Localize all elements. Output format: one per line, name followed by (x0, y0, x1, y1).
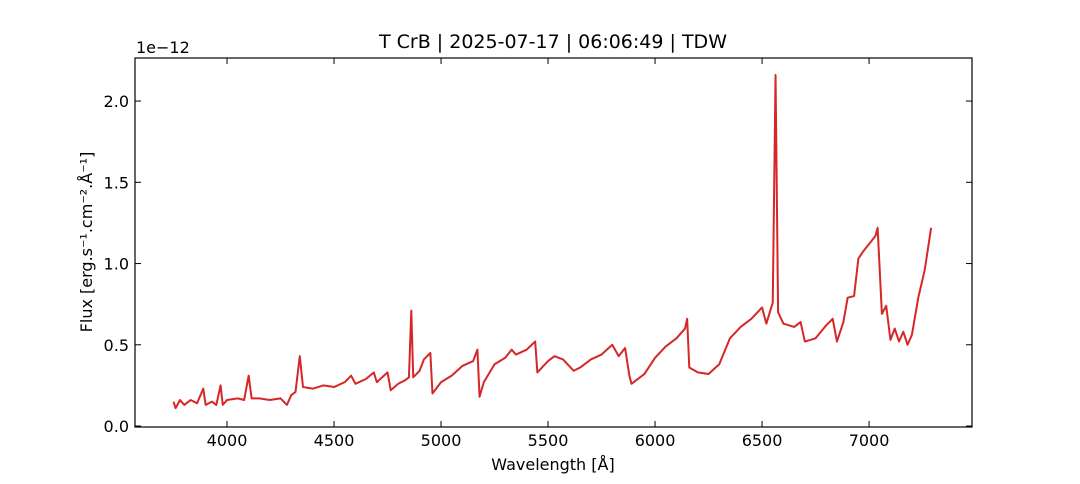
plot-frame (134, 57, 973, 428)
x-tick-label: 6000 (635, 431, 676, 450)
y-tick-label: 2.0 (104, 92, 129, 111)
y-tick-label: 1.0 (104, 255, 129, 274)
y-tick-label: 1.5 (104, 173, 129, 192)
y-tick-label: 0.5 (104, 336, 129, 355)
spectrum-line (172, 74, 933, 410)
y-tick-label: 0.0 (104, 417, 129, 436)
chart-title: T CrB | 2025-07-17 | 06:06:49 | TDW (378, 31, 727, 53)
x-tick-label: 5000 (421, 431, 462, 450)
x-tick-label: 7000 (849, 431, 890, 450)
x-tick-label: 4500 (314, 431, 355, 450)
x-tick-label: 4000 (207, 431, 248, 450)
y-axis-label: Flux [erg.s⁻¹.cm⁻².Å⁻¹] (77, 152, 96, 333)
x-tick-label: 5500 (528, 431, 569, 450)
offset-text: 1e−12 (136, 38, 190, 57)
x-tick-label: 6500 (742, 431, 783, 450)
x-axis-label: Wavelength [Å] (491, 455, 614, 474)
